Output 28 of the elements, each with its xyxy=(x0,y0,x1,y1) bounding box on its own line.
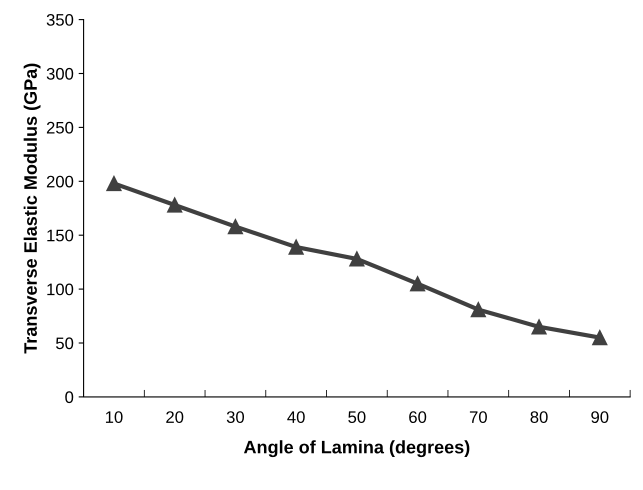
x-tick-label: 40 xyxy=(287,411,305,424)
point xyxy=(531,319,547,334)
x-tick-label: 30 xyxy=(226,411,244,424)
y-tick-label: 250 xyxy=(46,122,74,134)
point xyxy=(228,218,244,234)
y-tick-label: 300 xyxy=(46,68,74,80)
y-tick-label: 0 xyxy=(65,391,74,404)
point xyxy=(288,239,304,255)
point xyxy=(592,330,608,346)
point xyxy=(410,276,426,292)
x-axis-title: Angle of Lamina (degrees) xyxy=(244,440,470,458)
x-tick-label: 70 xyxy=(470,411,487,424)
x-tick-label: 10 xyxy=(106,411,123,424)
x-tick-label: 80 xyxy=(530,411,548,424)
point xyxy=(167,197,182,213)
x-tick-label: 50 xyxy=(348,411,366,424)
point xyxy=(349,251,365,267)
y-tick-label: 350 xyxy=(46,14,74,26)
y-axis-title: Transverse Elastic Modulus (GPa) xyxy=(24,64,41,354)
point xyxy=(106,176,122,192)
point xyxy=(470,302,486,318)
x-tick-label: 90 xyxy=(591,411,608,424)
x-tick-label: 60 xyxy=(409,411,426,424)
y-tick-label: 50 xyxy=(56,337,74,350)
y-tick-label: 200 xyxy=(46,176,74,188)
y-tick-label: 100 xyxy=(47,284,74,296)
x-tick-label: 20 xyxy=(166,411,184,424)
y-tick-label: 150 xyxy=(47,230,74,242)
